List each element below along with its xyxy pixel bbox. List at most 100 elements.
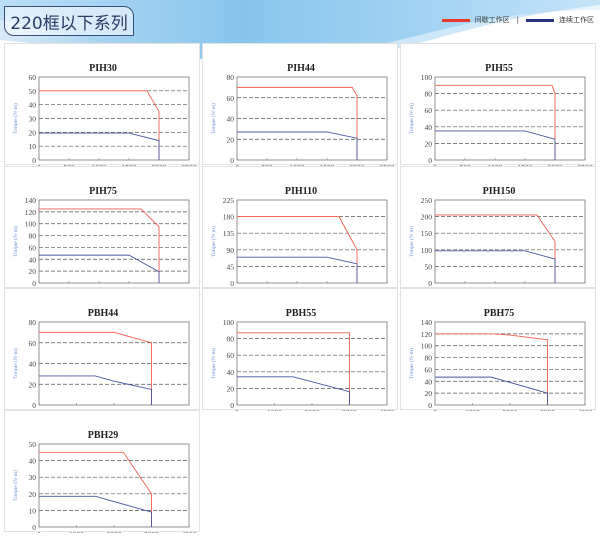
y-axis-label: Torque (N·m) xyxy=(12,226,19,257)
intermittent-zone-line xyxy=(435,333,548,405)
y-tick-label: 180 xyxy=(223,213,235,222)
chart-pih150: PIH1500501001502002500500100015002000250… xyxy=(400,166,596,289)
chart-title: PBH75 xyxy=(484,308,515,319)
y-tick-label: 100 xyxy=(421,342,433,351)
intermittent-zone-line xyxy=(39,451,152,527)
y-tick-label: 20 xyxy=(425,139,433,148)
continuous-zone-line xyxy=(435,250,556,283)
chart-svg: PIH1500501001502002500500100015002000250… xyxy=(408,186,593,289)
continuous-zone-line xyxy=(39,495,152,527)
y-tick-label: 0 xyxy=(32,156,36,165)
continuous-zone-line xyxy=(39,254,160,283)
y-tick-label: 225 xyxy=(223,196,235,205)
y-tick-label: 0 xyxy=(32,279,36,288)
chart-pih30: PIH30010203040506005001000150020002500Mo… xyxy=(4,43,200,166)
y-axis-label: Torque (N·m) xyxy=(408,103,415,134)
page-title: 220框以下系列 xyxy=(4,6,134,36)
intermittent-zone-line xyxy=(237,332,350,405)
x-tick-label: 2500 xyxy=(578,286,593,289)
x-tick-label: 500 xyxy=(459,163,471,166)
y-tick-label: 100 xyxy=(223,318,235,327)
y-tick-label: 40 xyxy=(29,101,37,110)
x-tick-label: 4000 xyxy=(182,530,197,533)
y-axis-label: Torque (N·m) xyxy=(210,348,217,379)
x-tick-label: 3000 xyxy=(144,530,159,533)
y-axis-label: Torque (N·m) xyxy=(12,470,19,501)
y-tick-label: 100 xyxy=(421,246,433,255)
x-tick-label: 2000 xyxy=(548,286,563,289)
y-tick-label: 10 xyxy=(29,142,37,151)
y-tick-label: 0 xyxy=(428,156,432,165)
x-tick-label: 1000 xyxy=(290,286,305,289)
x-tick-label: 2000 xyxy=(107,408,122,411)
y-axis-label: Torque (N·m) xyxy=(210,226,217,257)
x-tick-label: 1000 xyxy=(267,408,282,411)
y-tick-label: 80 xyxy=(29,232,37,241)
y-tick-label: 60 xyxy=(29,73,37,82)
plot-frame xyxy=(434,76,586,161)
y-tick-label: 40 xyxy=(29,255,37,264)
y-tick-label: 20 xyxy=(227,135,235,144)
y-tick-label: 20 xyxy=(29,380,37,389)
x-tick-label: 2500 xyxy=(182,163,197,166)
chart-svg: PBH290102030405001000200030004000Motor s… xyxy=(12,430,197,533)
x-tick-label: 500 xyxy=(459,286,471,289)
x-tick-label: 2000 xyxy=(107,530,122,533)
y-tick-label: 60 xyxy=(227,351,235,360)
y-tick-label: 150 xyxy=(421,229,433,238)
x-tick-label: 0 xyxy=(235,163,239,166)
y-tick-label: 60 xyxy=(425,106,433,115)
plot-frame xyxy=(38,443,190,528)
y-axis-label: Torque (N·m) xyxy=(12,348,19,379)
plot-frame xyxy=(236,199,388,284)
x-tick-label: 3000 xyxy=(540,408,555,411)
y-tick-label: 40 xyxy=(425,123,433,132)
x-tick-label: 0 xyxy=(37,286,41,289)
x-tick-label: 500 xyxy=(63,163,75,166)
y-tick-label: 20 xyxy=(29,490,37,499)
y-tick-label: 80 xyxy=(29,318,37,327)
y-tick-label: 40 xyxy=(29,457,37,466)
x-tick-label: 1000 xyxy=(92,163,107,166)
chart-title: PBH29 xyxy=(88,430,119,441)
x-tick-label: 1000 xyxy=(465,408,480,411)
x-tick-label: 4000 xyxy=(182,408,197,411)
plot-frame xyxy=(236,321,388,406)
x-tick-label: 2000 xyxy=(152,286,167,289)
y-tick-label: 45 xyxy=(227,262,235,271)
x-tick-label: 1000 xyxy=(69,530,84,533)
x-tick-label: 0 xyxy=(433,286,437,289)
x-tick-label: 1000 xyxy=(290,163,305,166)
plot-frame xyxy=(38,199,190,284)
x-tick-label: 1000 xyxy=(69,408,84,411)
chart-pbh29: PBH290102030405001000200030004000Motor s… xyxy=(4,410,200,533)
y-tick-label: 20 xyxy=(29,128,37,137)
x-tick-label: 2000 xyxy=(152,163,167,166)
y-tick-label: 40 xyxy=(29,360,37,369)
y-tick-label: 80 xyxy=(425,90,433,99)
y-axis-label: Torque (N·m) xyxy=(408,348,415,379)
intermittent-zone-line xyxy=(237,86,358,160)
chart-svg: PIH30010203040506005001000150020002500Mo… xyxy=(12,63,197,166)
continuous-zone-line xyxy=(435,376,548,405)
x-tick-label: 2500 xyxy=(380,163,395,166)
legend: 间歇工作区 | 连续工作区 xyxy=(441,15,594,25)
y-tick-label: 0 xyxy=(32,523,36,532)
chart-title: PIH30 xyxy=(89,63,117,74)
intermittent-zone-line xyxy=(435,84,556,160)
y-tick-label: 60 xyxy=(29,243,37,252)
y-tick-label: 20 xyxy=(227,384,235,393)
x-tick-label: 4000 xyxy=(380,408,395,411)
chart-title: PBH44 xyxy=(88,308,119,319)
y-tick-label: 60 xyxy=(425,365,433,374)
chart-title: PBH55 xyxy=(286,308,317,319)
continuous-zone-line xyxy=(39,132,160,160)
plot-frame xyxy=(434,321,586,406)
y-tick-label: 0 xyxy=(428,401,432,410)
y-tick-label: 0 xyxy=(230,156,234,165)
x-tick-label: 3000 xyxy=(144,408,159,411)
